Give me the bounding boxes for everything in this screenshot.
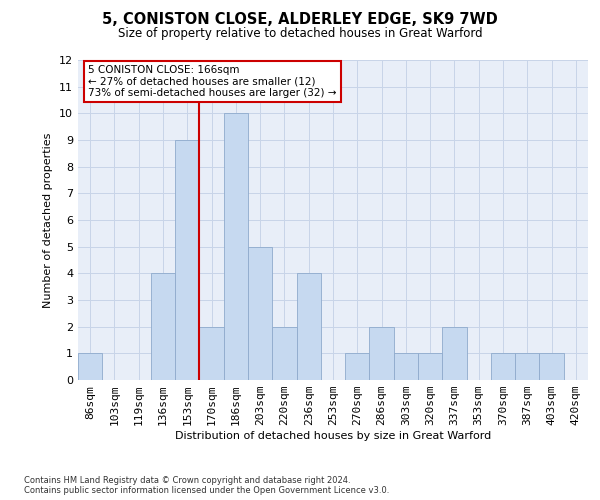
Bar [515,354,539,380]
Bar [345,354,370,380]
Text: 5 CONISTON CLOSE: 166sqm
← 27% of detached houses are smaller (12)
73% of semi-d: 5 CONISTON CLOSE: 166sqm ← 27% of detach… [88,65,337,98]
Bar [491,354,515,380]
Bar [78,354,102,380]
Text: Contains public sector information licensed under the Open Government Licence v3: Contains public sector information licen… [24,486,389,495]
Bar [394,354,418,380]
Text: Size of property relative to detached houses in Great Warford: Size of property relative to detached ho… [118,28,482,40]
Bar [370,326,394,380]
Bar [296,274,321,380]
Bar [418,354,442,380]
Bar [539,354,564,380]
X-axis label: Distribution of detached houses by size in Great Warford: Distribution of detached houses by size … [175,431,491,441]
Bar [248,246,272,380]
Bar [151,274,175,380]
Bar [272,326,296,380]
Y-axis label: Number of detached properties: Number of detached properties [43,132,53,308]
Bar [175,140,199,380]
Bar [199,326,224,380]
Text: Contains HM Land Registry data © Crown copyright and database right 2024.: Contains HM Land Registry data © Crown c… [24,476,350,485]
Bar [224,114,248,380]
Bar [442,326,467,380]
Text: 5, CONISTON CLOSE, ALDERLEY EDGE, SK9 7WD: 5, CONISTON CLOSE, ALDERLEY EDGE, SK9 7W… [102,12,498,28]
